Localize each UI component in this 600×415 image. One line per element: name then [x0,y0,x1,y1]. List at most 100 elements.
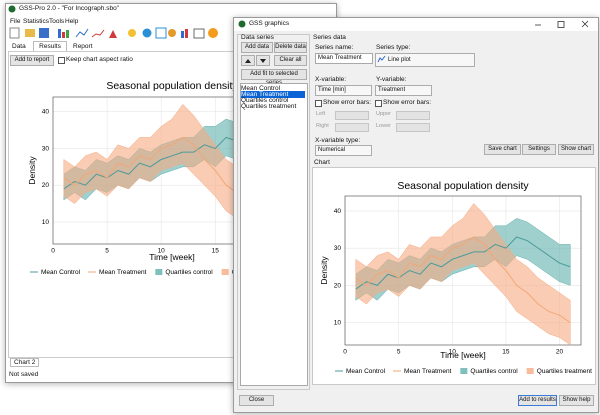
y-variable-dropdown[interactable]: Treatment [375,85,432,96]
field-label: Y-variable: [376,76,407,83]
legend-label: Mean Treatment [99,269,147,276]
tab-active[interactable]: Results [33,41,67,52]
close-button[interactable]: Close [239,395,274,406]
move-up-button[interactable] [241,55,255,66]
field-label: X-variable type: [315,137,361,144]
legend-symbol [460,368,468,374]
y-tick-label: 30 [334,245,342,252]
dialog-title-bar [234,18,598,31]
y-tick-label: 10 [334,320,342,327]
window-controls[interactable] [530,19,595,30]
add-fit-button[interactable]: Add fit to selected series [241,69,307,86]
x-tick-label: 15 [212,248,220,255]
field-label: Series type: [376,44,411,51]
app-icon [8,5,16,13]
mean-line [355,236,571,290]
series-list-item[interactable]: Quartiles treatment [241,103,297,110]
legend-label: Mean Control [41,269,81,276]
y-tick-label: 20 [42,182,50,189]
tab[interactable]: Data [12,43,26,50]
save-chart-button[interactable]: Save chart [484,144,521,155]
x-tick-label: 10 [158,248,166,255]
x-axis-label: Time [week] [440,350,486,360]
x-variable-dropdown[interactable]: Time [min] [315,85,372,96]
disabled-input [396,123,430,132]
add-data-button[interactable]: Add data [241,42,273,53]
toolbar [9,27,218,39]
legend-symbol [155,269,163,275]
series-list [240,83,308,386]
x-tick-label: 0 [343,349,347,356]
disabled-input [396,111,430,120]
field-label: Series name: [315,44,354,51]
y-tick-label: 40 [334,208,342,215]
chart: Seasonal population density 10 20 30 40 0 5 10 1… [319,180,592,375]
chart-title: Seasonal population density [106,80,238,92]
x-tick-label: 5 [397,349,401,356]
move-down-button[interactable] [256,55,270,66]
legend-symbol [221,269,229,275]
chart-tab[interactable]: Chart 2 [10,358,40,367]
legend-label: Quartiles control [470,368,518,375]
legend-symbol [526,368,534,374]
checkbox-label: Show error bars: [323,99,372,106]
tab[interactable]: Report [73,43,93,50]
y-axis-label: Density [27,156,37,185]
menu-item[interactable]: File [10,18,21,25]
settings-button[interactable]: Settings [522,144,556,155]
y-tick-label: 30 [42,145,50,152]
dialog-title: GSS graphics [249,20,290,27]
menu-item[interactable]: Help [65,18,79,25]
main-title: GSS-Pro 2.0 - "For Incograph.sbo" [19,5,119,12]
legend-label: Mean Control [346,368,386,375]
checkbox[interactable] [58,57,65,64]
data-series-panel [237,34,310,390]
x-tick-label: 0 [51,248,55,255]
x-tick-label: 15 [502,349,510,356]
chart-title: Seasonal population density [397,180,529,192]
x-variable-type-dropdown[interactable]: Numerical [315,145,372,156]
delete-data-button[interactable]: Delete data [274,42,307,53]
legend-label: Quartiles control [165,269,213,276]
plot-frame [344,195,582,346]
menu-item[interactable]: Tools [49,18,65,25]
series-list-item[interactable]: Quartiles control [241,97,289,104]
field-label: Lower [376,123,391,129]
add-to-results-button[interactable]: Add to results [518,395,557,406]
field-label: Right [316,123,329,129]
show-help-button[interactable]: Show help [559,395,594,406]
checkbox[interactable] [315,100,322,107]
y-axis-label: Density [319,256,329,285]
series-list-item-selected[interactable]: Mean Treatment [241,91,305,98]
clear-all-button[interactable]: Clear all [274,55,307,66]
field-label: Left [316,111,326,117]
series-type-dropdown[interactable]: Line plot [375,53,475,67]
checkbox-label: Keep chart aspect ratio [66,56,133,63]
disabled-input [335,111,369,120]
y-tick-label: 20 [334,282,342,289]
x-tick-label: 5 [105,248,109,255]
dialog-icon [238,20,246,28]
checkbox[interactable] [375,100,382,107]
x-tick-label: 10 [449,349,457,356]
y-tick-label: 40 [42,109,50,116]
series-list-item[interactable]: Mean Control [241,85,281,92]
legend-label: Quartiles treatment [537,368,592,375]
section-label: Series data [313,34,346,41]
field-label: X-variable: [315,76,347,83]
series-name-input[interactable]: Mean Treatment [315,53,373,64]
disabled-input [335,123,369,132]
quartile-band [355,203,571,346]
y-tick-label: 10 [42,219,50,226]
mean-line [355,236,571,324]
section-label: Data series [241,34,274,41]
checkbox-label: Show error bars: [383,99,432,106]
menu-item[interactable]: Statistics [23,18,50,25]
field-label: Upper [376,111,391,117]
x-axis-label: Time [week] [149,252,195,262]
show-chart-button[interactable]: Show chart [558,144,594,155]
add-to-report-button[interactable]: Add to report [10,55,54,66]
section-label: Chart [314,159,330,166]
status-bar: Not saved [9,371,39,378]
